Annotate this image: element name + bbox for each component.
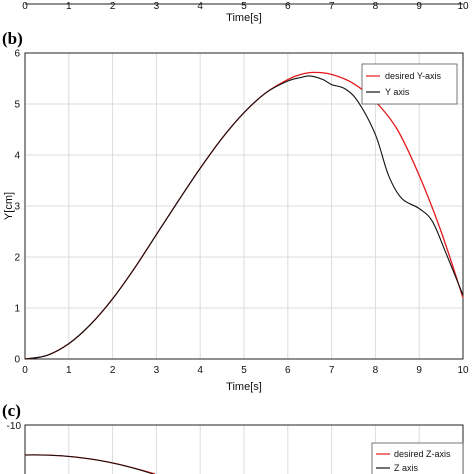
panel-c-series-desired [24, 454, 156, 474]
panel-b-y-tick-3: 3 [14, 202, 20, 213]
panel-b-y-tick-5: 5 [14, 100, 20, 111]
panel-c-grid [68, 425, 420, 474]
panel-b-frame [24, 52, 464, 360]
panel-b-x-tick-5: 5 [241, 365, 247, 376]
top-panel-x-tick-3: 3 [154, 1, 160, 12]
panel-c-legend-box [371, 442, 464, 474]
panel-b-grid [25, 53, 463, 359]
panel-b-y-tick-2: 2 [14, 253, 20, 264]
panel-b-legend-box [361, 63, 458, 105]
panel-b-x-tick-0: 0 [22, 365, 28, 376]
panel-c-chart-partial: -10 desired Z-axis Z axis [7, 421, 464, 474]
panel-b-x-tick-9: 9 [416, 365, 422, 376]
panel-b-y-tick-6: 6 [14, 49, 20, 60]
top-panel-x-tick-6: 6 [285, 1, 291, 12]
panel-c-label: (c) [2, 401, 21, 420]
top-panel-xlabel: Time[s] [226, 12, 262, 24]
panel-b-x-tick-3: 3 [154, 365, 160, 376]
top-panel-x-tick-0: 0 [22, 1, 28, 12]
panel-b-legend: desired Y-axis Y axis [361, 63, 458, 105]
panel-b-x-tick-2: 2 [110, 365, 116, 376]
panel-b-legend-label-desired: desired Y-axis [385, 71, 442, 81]
panel-b-legend-label-actual: Y axis [385, 87, 410, 97]
top-panel-x-tick-9: 9 [416, 1, 422, 12]
panel-c-legend: desired Z-axis Z axis [371, 442, 464, 474]
panel-b-chart: 0 1 2 3 4 5 6 7 8 9 10 0 1 2 3 4 5 6 Time[s] Y[cm] desir… [3, 49, 469, 394]
panel-b-series [24, 71, 464, 360]
top-panel-x-tick-1: 1 [66, 1, 72, 12]
panel-c-legend-label-actual: Z axis [394, 463, 419, 473]
panel-b-x-ticks: 0 1 2 3 4 5 6 7 8 9 10 [22, 365, 469, 376]
panel-c-legend-label-desired: desired Z-axis [394, 449, 451, 459]
top-panel-x-tick-10: 10 [457, 1, 469, 12]
panel-b-x-tick-10: 10 [457, 365, 469, 376]
top-panel-partial: 0 1 2 3 4 5 6 7 8 9 10 Time[s] [22, 1, 469, 24]
panel-b-y-tick-4: 4 [14, 151, 20, 162]
panel-b-x-tick-8: 8 [373, 365, 379, 376]
panel-b-x-tick-6: 6 [285, 365, 291, 376]
top-panel-x-ticks: 0 1 2 3 4 5 6 7 8 9 10 [22, 1, 469, 12]
top-panel-x-tick-2: 2 [110, 1, 116, 12]
top-panel-x-tick-7: 7 [329, 1, 335, 12]
panel-b-xlabel: Time[s] [226, 381, 262, 393]
panel-b-y-ticks: 0 1 2 3 4 5 6 [14, 49, 20, 366]
panel-b-y-tick-1: 1 [14, 304, 20, 315]
top-panel-x-tick-4: 4 [197, 1, 203, 12]
panel-b-series-actual-y [24, 75, 464, 360]
panel-b-ylabel: Y[cm] [3, 192, 15, 220]
panel-b-x-tick-1: 1 [66, 365, 72, 376]
panel-b-x-tick-7: 7 [329, 365, 335, 376]
panel-b-y-tick-0: 0 [14, 355, 20, 366]
panel-c-y-tick-top: -10 [7, 421, 22, 432]
panel-c-series-actual [24, 454, 154, 474]
top-panel-x-tick-8: 8 [373, 1, 379, 12]
panel-b-label: (b) [2, 29, 23, 48]
panel-b-x-tick-4: 4 [197, 365, 203, 376]
top-panel-x-tick-5: 5 [241, 1, 247, 12]
